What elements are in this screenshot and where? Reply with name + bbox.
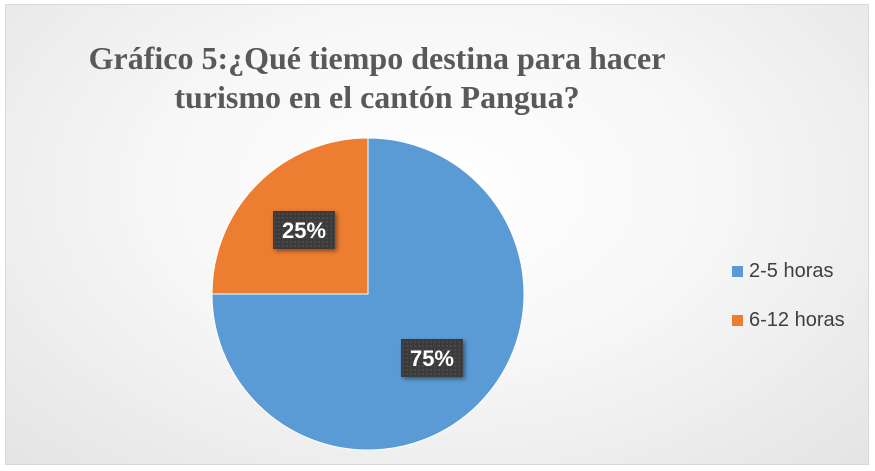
data-label-2-5-horas: 75% bbox=[400, 338, 463, 377]
chart-title-line-1: Gráfico 5:¿Qué tiempo destina para hacer bbox=[88, 40, 666, 76]
data-label-text: 75% bbox=[410, 346, 454, 371]
legend-item-2-5-horas: 2-5 horas bbox=[732, 259, 845, 283]
pie-chart: 75% 25% bbox=[211, 137, 525, 451]
pie-slices bbox=[211, 137, 525, 451]
legend-swatch-2-5-horas bbox=[732, 265, 743, 277]
pie-data-labels: 75% 25% bbox=[273, 211, 463, 377]
data-label-6-12-horas: 25% bbox=[273, 211, 336, 250]
legend-label-2-5-horas: 2-5 horas bbox=[749, 259, 834, 282]
data-label-box bbox=[400, 338, 463, 377]
legend-item-6-12-horas: 6-12 horas bbox=[732, 308, 845, 332]
legend: 2-5 horas 6-12 horas bbox=[732, 259, 845, 357]
legend-label-6-12-horas: 6-12 horas bbox=[749, 308, 845, 331]
legend-swatch-6-12-horas bbox=[732, 314, 743, 326]
chart-area: Gráfico 5:¿Qué tiempo destina para hacer… bbox=[5, 4, 869, 465]
chart-title: Gráfico 5:¿Qué tiempo destina para hacer… bbox=[6, 39, 748, 117]
data-label-text: 25% bbox=[282, 218, 326, 243]
chart-title-line-2: turismo en el cantón Pangua? bbox=[174, 79, 580, 115]
data-label-box bbox=[273, 211, 336, 250]
